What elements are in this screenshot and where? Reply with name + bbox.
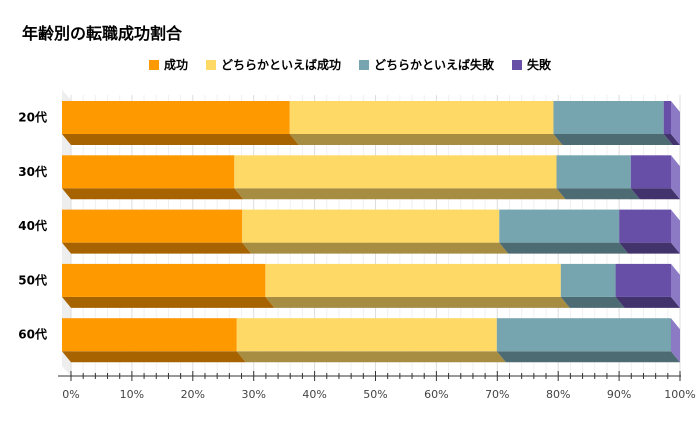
bar-segment xyxy=(630,155,671,189)
bar-segment xyxy=(62,318,237,352)
category-label: 60代 xyxy=(18,327,47,342)
bar-segment xyxy=(556,155,631,189)
legend-swatch xyxy=(359,59,369,70)
bar-segment xyxy=(615,263,671,297)
bar-bottom-face xyxy=(62,242,252,254)
bar-end-face xyxy=(671,155,680,200)
bar-segment xyxy=(236,318,497,352)
bar-bottom-face xyxy=(615,296,680,308)
x-tick-label: 10% xyxy=(120,388,144,401)
bar-bottom-face xyxy=(556,188,640,200)
bar-bottom-face xyxy=(62,134,299,145)
legend-swatch xyxy=(148,59,159,70)
x-tick-label: 40% xyxy=(302,388,326,401)
bar-bottom-face xyxy=(499,242,629,254)
x-tick-label: 50% xyxy=(363,388,387,401)
bar-bottom-face xyxy=(62,351,246,363)
bar-segment xyxy=(499,209,620,243)
legend-label: どちらかといえば失敗 xyxy=(374,58,495,72)
bar-segment xyxy=(560,263,616,297)
bar-bottom-face xyxy=(553,134,673,145)
bar-end-face xyxy=(671,263,680,308)
bar-bottom-face xyxy=(62,296,275,308)
bar-bottom-face xyxy=(289,134,563,145)
x-tick-label: 30% xyxy=(241,388,265,401)
bar-bottom-face xyxy=(619,242,680,254)
bar-end-face xyxy=(671,318,680,363)
chart-title: 年齢別の転職成功割合 xyxy=(22,24,183,43)
bar-bottom-face xyxy=(265,296,570,308)
legend-swatch xyxy=(512,59,523,70)
x-tick-label: 80% xyxy=(546,388,570,401)
bar-segment xyxy=(234,155,557,189)
x-tick-label: 70% xyxy=(485,388,509,401)
bar-bottom-face xyxy=(560,296,625,308)
bar-bottom-face xyxy=(630,188,680,200)
bar-bottom-face xyxy=(236,351,506,363)
legend-item: どちらかといえば失敗 xyxy=(359,56,494,73)
bar-segment xyxy=(553,101,664,134)
bar-segment xyxy=(619,209,671,243)
legend-item: どちらかといえば成功 xyxy=(205,56,341,73)
bar-segment xyxy=(496,318,671,352)
category-label: 30代 xyxy=(18,164,47,179)
bar-bottom-face xyxy=(62,188,244,200)
bar-bottom-face xyxy=(234,188,566,200)
legend-label: 失敗 xyxy=(527,58,552,72)
bar-bottom-face xyxy=(242,242,509,254)
bar-segment xyxy=(265,263,561,297)
bar-bottom-face xyxy=(496,351,680,363)
bar-segment xyxy=(62,209,243,243)
bar-end-face xyxy=(671,209,680,254)
x-tick-label: 0% xyxy=(62,388,79,401)
legend-label: 成功 xyxy=(163,58,188,72)
x-tick-label: 60% xyxy=(424,388,448,401)
bar-end-face xyxy=(671,101,680,145)
bar-segment xyxy=(242,209,500,243)
legend-swatch xyxy=(205,59,216,70)
legend-label: どちらかといえば成功 xyxy=(220,58,341,72)
legend-item: 成功 xyxy=(148,56,188,73)
bar-segment xyxy=(663,101,671,134)
legend: 成功 どちらかといえば成功 どちらかといえば失敗 失敗 xyxy=(0,56,700,73)
bar-segment xyxy=(289,101,554,134)
category-label: 20代 xyxy=(18,110,47,125)
legend-item: 失敗 xyxy=(512,56,551,73)
category-label: 50代 xyxy=(18,272,47,287)
x-tick-label: 90% xyxy=(607,388,631,401)
x-tick-label: 20% xyxy=(181,388,205,401)
bar-bottom-face xyxy=(663,134,680,145)
category-label: 40代 xyxy=(18,218,47,233)
bar-segment xyxy=(62,101,290,134)
bar-segment xyxy=(62,155,235,189)
bar-segment xyxy=(62,263,266,297)
x-tick-label: 100% xyxy=(664,388,695,401)
